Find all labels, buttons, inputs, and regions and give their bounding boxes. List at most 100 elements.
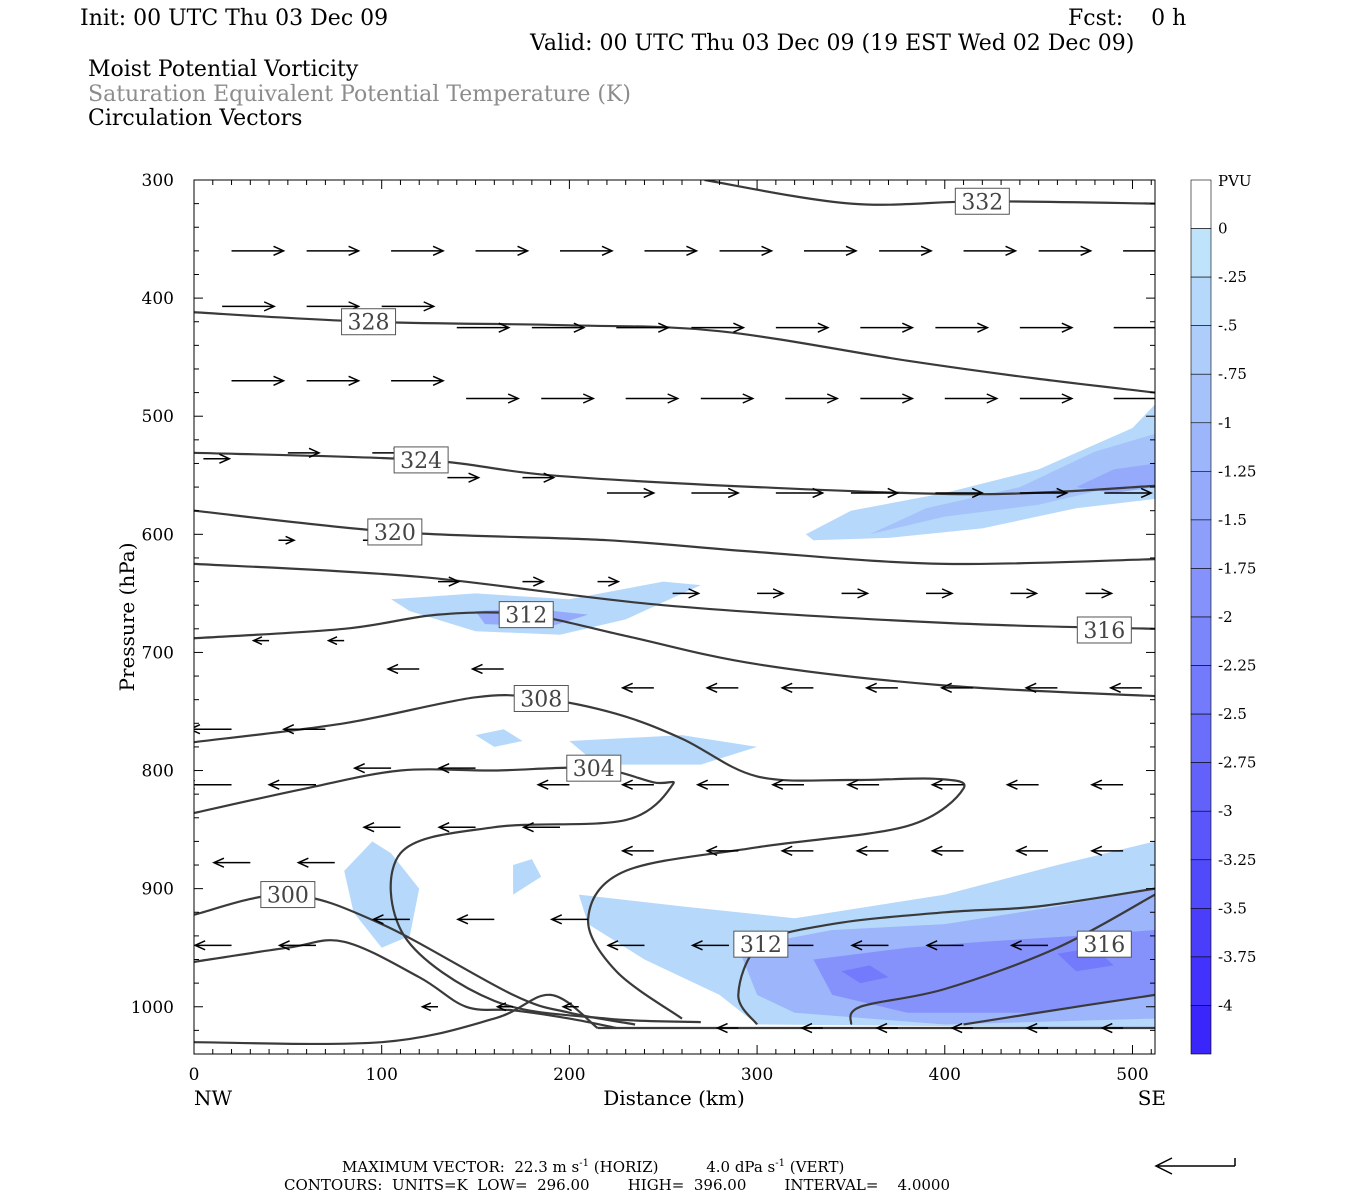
colorbar-label: -1.5	[1218, 511, 1247, 529]
colorbar-label: 0	[1218, 220, 1228, 238]
colorbar: PVU 0 -.25 -.5 -.75 -1 -1.25 -1.5 -1.75 -2 -2.25 -2…	[1190, 172, 1256, 1055]
pv-region	[813, 930, 1155, 1013]
circulation-vector	[1025, 1022, 1049, 1034]
contour-label: 312	[740, 933, 782, 958]
y-axis-label: Pressure (hPa)	[115, 543, 139, 692]
circulation-vector	[475, 245, 530, 257]
contour-label-box	[341, 308, 397, 336]
theta-e-contour-line	[194, 451, 1155, 496]
circulation-vector	[963, 245, 1018, 257]
circulation-vector	[770, 779, 805, 790]
circulation-vector	[456, 914, 495, 925]
circulation-vector	[521, 822, 561, 833]
circulation-vector	[277, 940, 317, 951]
x-tick-label: 200	[553, 1065, 585, 1085]
contour-label: 320	[374, 521, 416, 546]
circulation-vector	[864, 682, 898, 694]
horiz-max-value: 22.3 m s	[514, 1158, 580, 1176]
y-tick-label: 800	[142, 762, 174, 782]
pv-region	[475, 729, 523, 747]
circulation-vector	[522, 576, 546, 587]
contour-label-box	[954, 187, 1010, 215]
contour-label: 316	[1083, 933, 1125, 958]
circulation-vector	[930, 779, 964, 790]
contour-label-box	[733, 930, 789, 958]
colorbar-swatch	[1190, 1005, 1212, 1055]
circulation-vector	[620, 682, 654, 694]
circulation-vector	[930, 845, 964, 857]
circulation-vector	[194, 940, 232, 951]
colorbar-swatch	[1190, 762, 1212, 812]
circulation-vector	[1108, 682, 1142, 694]
colorbar-label: -3.75	[1218, 948, 1256, 966]
circulation-vector	[691, 487, 741, 499]
colorbar-swatch	[1190, 471, 1212, 521]
circulation-vector	[278, 535, 296, 545]
circulation-vector	[231, 245, 286, 257]
pv-region	[344, 841, 420, 948]
circulation-vector	[1009, 940, 1049, 951]
y-tick-label: 700	[142, 643, 174, 663]
circulation-vector	[1100, 1022, 1124, 1034]
colorbar-swatch	[1190, 373, 1212, 424]
colorbar-swatch	[1190, 713, 1212, 763]
colorbar-unit: PVU	[1218, 172, 1252, 190]
circulation-vector	[715, 1022, 739, 1034]
circulation-vector	[780, 682, 814, 694]
theta-e-contour-line	[194, 939, 617, 1030]
circulation-vector	[296, 857, 335, 868]
circulation-vector	[203, 453, 232, 464]
circulation-vector	[719, 245, 774, 257]
circulation-vector	[222, 301, 276, 312]
circulation-vector	[926, 588, 954, 599]
y-tick-label: 500	[142, 407, 174, 427]
colorbar-label: -.25	[1218, 268, 1247, 286]
contour-label: 328	[348, 311, 390, 336]
x-tick-label: 0	[189, 1065, 200, 1085]
contour-label: 308	[520, 687, 562, 712]
circulation-vector	[437, 762, 476, 774]
pv-region	[841, 965, 889, 984]
circulation-vector	[606, 487, 656, 499]
circulation-vector	[855, 845, 889, 857]
colorbar-label: -1	[1218, 414, 1233, 432]
circulation-vector	[1024, 682, 1058, 694]
circulation-vector	[625, 393, 680, 404]
init-time-label: Init: 00 UTC Thu 03 Dec 09	[80, 6, 389, 31]
colorbar-label: -1.25	[1218, 462, 1256, 480]
circulation-vector	[804, 245, 858, 257]
x-end-label-left: NW	[194, 1086, 233, 1110]
colorbar-swatch	[1190, 276, 1212, 326]
circulation-vector	[381, 301, 436, 312]
colorbar-swatch	[1190, 519, 1212, 569]
circulation-vector	[780, 845, 814, 857]
circulation-vector	[950, 1022, 973, 1034]
contour-label-box	[566, 754, 622, 782]
contour-label-box	[367, 518, 423, 546]
circulation-vector	[306, 375, 361, 386]
circulation-vector	[1014, 845, 1049, 857]
theta-e-contour-line	[194, 611, 1155, 698]
circulation-vector	[1010, 588, 1039, 599]
horiz-unit: (HORIZ)	[593, 1158, 659, 1176]
colorbar-swatch	[1190, 616, 1212, 666]
circulation-vector	[691, 322, 746, 333]
circulation-vector	[447, 472, 481, 483]
circulation-vector	[306, 245, 361, 257]
circulation-vector	[549, 914, 589, 925]
colorbar-label: -3	[1218, 802, 1233, 820]
circulation-vector	[287, 447, 321, 459]
colorbar-swatch	[1190, 665, 1212, 715]
circulation-vector	[1113, 326, 1155, 329]
x-tick-label: 400	[929, 1065, 961, 1085]
colorbar-swatch	[1190, 228, 1212, 278]
circulation-vector	[1090, 845, 1124, 857]
colorbar-swatch	[1190, 908, 1212, 958]
max-vector-line: MAXIMUM VECTOR: 22.3 m s-1 (HORIZ) 4.0 d…	[342, 1159, 844, 1175]
colorbar-label: -1.75	[1218, 559, 1256, 577]
colorbar-swatch	[1190, 810, 1212, 861]
circulation-vector	[326, 636, 345, 646]
circulation-vector	[875, 1022, 898, 1034]
vert-unit: (VERT)	[789, 1158, 845, 1176]
circulation-vector	[1005, 779, 1039, 790]
